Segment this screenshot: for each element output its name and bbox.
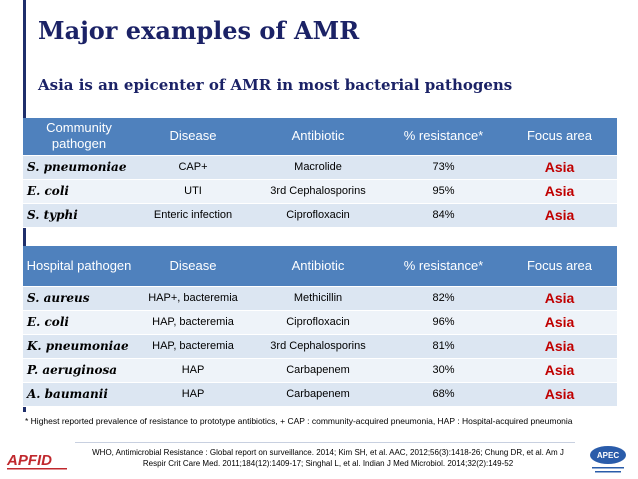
antibiotic-cell: Methicillin <box>251 286 385 311</box>
antibiotic-cell: Carbapenem <box>251 358 385 383</box>
focus-area-cell: Asia <box>502 334 617 359</box>
resistance-cell: 68% <box>385 382 502 407</box>
focus-area-cell: Asia <box>502 155 617 180</box>
antibiotic-cell: Ciprofloxacin <box>251 310 385 335</box>
focus-area-cell: Asia <box>502 358 617 383</box>
resistance-cell: 95% <box>385 179 502 204</box>
antibiotic-cell: Carbapenem <box>251 382 385 407</box>
resistance-cell: 84% <box>385 203 502 228</box>
svg-text:APEC: APEC <box>597 451 619 460</box>
resistance-cell: 96% <box>385 310 502 335</box>
resistance-cell: 82% <box>385 286 502 311</box>
resistance-cell: 81% <box>385 334 502 359</box>
disease-cell: CAP+ <box>135 155 251 180</box>
footnote: * Highest reported prevalence of resista… <box>25 416 573 426</box>
disease-cell: HAP, bacteremia <box>135 310 251 335</box>
column-header: % resistance* <box>385 246 502 287</box>
column-header: Antibiotic <box>251 118 385 156</box>
apfid-logo: APFID <box>6 452 67 470</box>
focus-area-cell: Asia <box>502 382 617 407</box>
references: WHO, Antimicrobial Resistance : Global r… <box>92 448 564 468</box>
antibiotic-cell: Macrolide <box>251 155 385 180</box>
svg-text:APFID: APFID <box>6 452 52 469</box>
table-row: E. coli HAP, bacteremia Ciprofloxacin 96… <box>23 310 617 335</box>
pathogen-cell: S. typhi <box>23 203 135 228</box>
column-header: Community pathogen <box>23 118 135 156</box>
focus-area-cell: Asia <box>502 203 617 228</box>
table-row: S. typhi Enteric infection Ciprofloxacin… <box>23 203 617 228</box>
table-header-row: Community pathogen Disease Antibiotic % … <box>23 118 617 156</box>
table-row: S. pneumoniae CAP+ Macrolide 73% Asia <box>23 155 617 180</box>
table-row: K. pneumoniae HAP, bacteremia 3rd Cephal… <box>23 334 617 359</box>
column-header: Antibiotic <box>251 246 385 287</box>
resistance-cell: 30% <box>385 358 502 383</box>
disease-cell: HAP <box>135 382 251 407</box>
slide-title: Major examples of AMR <box>38 16 360 45</box>
antibiotic-cell: 3rd Cephalosporins <box>251 179 385 204</box>
pathogen-cell: P. aeruginosa <box>23 358 135 383</box>
pathogen-cell: E. coli <box>23 310 135 335</box>
column-header: Focus area <box>502 118 617 156</box>
table-row: P. aeruginosa HAP Carbapenem 30% Asia <box>23 358 617 383</box>
slide-subtitle: Asia is an epicenter of AMR in most bact… <box>38 76 513 94</box>
focus-area-cell: Asia <box>502 310 617 335</box>
focus-area-cell: Asia <box>502 286 617 311</box>
disease-cell: HAP+, bacteremia <box>135 286 251 311</box>
column-header: Hospital pathogen <box>23 246 135 287</box>
focus-area-cell: Asia <box>502 179 617 204</box>
disease-cell: Enteric infection <box>135 203 251 228</box>
table-row: S. aureus HAP+, bacteremia Methicillin 8… <box>23 286 617 311</box>
column-header: Disease <box>135 246 251 287</box>
pathogen-cell: A. baumanii <box>23 382 135 407</box>
table-row: E. coli UTI 3rd Cephalosporins 95% Asia <box>23 179 617 204</box>
community-pathogen-table: Community pathogen Disease Antibiotic % … <box>23 118 617 228</box>
column-header: % resistance* <box>385 118 502 156</box>
divider <box>75 442 575 443</box>
pathogen-cell: S. aureus <box>23 286 135 311</box>
pathogen-cell: S. pneumoniae <box>23 155 135 180</box>
antibiotic-cell: Ciprofloxacin <box>251 203 385 228</box>
table-header-row: Hospital pathogen Disease Antibiotic % r… <box>23 246 617 287</box>
disease-cell: HAP, bacteremia <box>135 334 251 359</box>
pathogen-cell: E. coli <box>23 179 135 204</box>
column-header: Disease <box>135 118 251 156</box>
apec-logo: APEC <box>590 446 626 473</box>
column-header: Focus area <box>502 246 617 287</box>
disease-cell: UTI <box>135 179 251 204</box>
hospital-pathogen-table: Hospital pathogen Disease Antibiotic % r… <box>23 246 617 407</box>
antibiotic-cell: 3rd Cephalosporins <box>251 334 385 359</box>
table-row: A. baumanii HAP Carbapenem 68% Asia <box>23 382 617 407</box>
disease-cell: HAP <box>135 358 251 383</box>
resistance-cell: 73% <box>385 155 502 180</box>
pathogen-cell: K. pneumoniae <box>23 334 135 359</box>
